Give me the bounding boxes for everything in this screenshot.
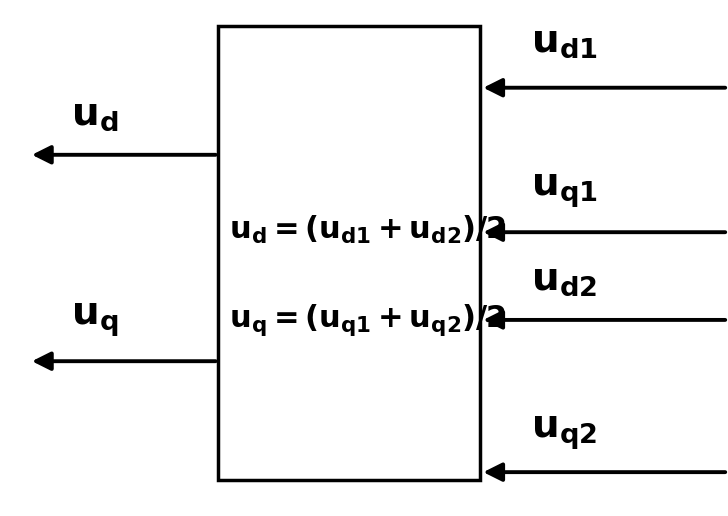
Text: $\mathbf{u_{d1}}$: $\mathbf{u_{d1}}$ [531,22,598,60]
Text: $\mathbf{u_q}$: $\mathbf{u_q}$ [71,301,118,339]
Text: $\mathbf{u_q = (u_{q1} + u_{q2})/2}$: $\mathbf{u_q = (u_{q1} + u_{q2})/2}$ [229,302,507,338]
Text: $\mathbf{u_{q2}}$: $\mathbf{u_{q2}}$ [531,414,598,453]
Text: $\mathbf{u_{d2}}$: $\mathbf{u_{d2}}$ [531,260,598,298]
Text: $\mathbf{u_{q1}}$: $\mathbf{u_{q1}}$ [531,172,598,210]
Bar [218,26,480,480]
Text: $\mathbf{u_d}$: $\mathbf{u_d}$ [71,94,118,133]
Text: $\mathbf{u_d = (u_{d1} + u_{d2})/2}$: $\mathbf{u_d = (u_{d1} + u_{d2})/2}$ [229,214,507,246]
